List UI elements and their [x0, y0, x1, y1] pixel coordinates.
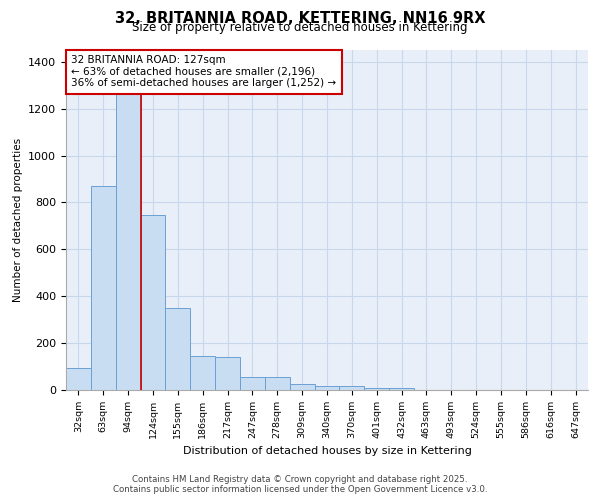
Bar: [340, 386, 364, 390]
Bar: [240, 377, 265, 390]
Bar: [364, 388, 389, 390]
Bar: [116, 92, 140, 390]
Bar: [290, 384, 314, 390]
Bar: [215, 357, 240, 390]
Bar: [265, 377, 290, 390]
Bar: [389, 388, 414, 390]
Bar: [140, 216, 166, 390]
Bar: [314, 386, 340, 390]
Text: Size of property relative to detached houses in Kettering: Size of property relative to detached ho…: [132, 22, 468, 35]
Bar: [91, 186, 116, 390]
Y-axis label: Number of detached properties: Number of detached properties: [13, 138, 23, 302]
Text: Contains HM Land Registry data © Crown copyright and database right 2025.
Contai: Contains HM Land Registry data © Crown c…: [113, 474, 487, 494]
Bar: [166, 308, 190, 390]
Bar: [66, 368, 91, 390]
Text: 32, BRITANNIA ROAD, KETTERING, NN16 9RX: 32, BRITANNIA ROAD, KETTERING, NN16 9RX: [115, 11, 485, 26]
Text: 32 BRITANNIA ROAD: 127sqm
← 63% of detached houses are smaller (2,196)
36% of se: 32 BRITANNIA ROAD: 127sqm ← 63% of detac…: [71, 55, 337, 88]
Bar: [190, 356, 215, 390]
X-axis label: Distribution of detached houses by size in Kettering: Distribution of detached houses by size …: [182, 446, 472, 456]
